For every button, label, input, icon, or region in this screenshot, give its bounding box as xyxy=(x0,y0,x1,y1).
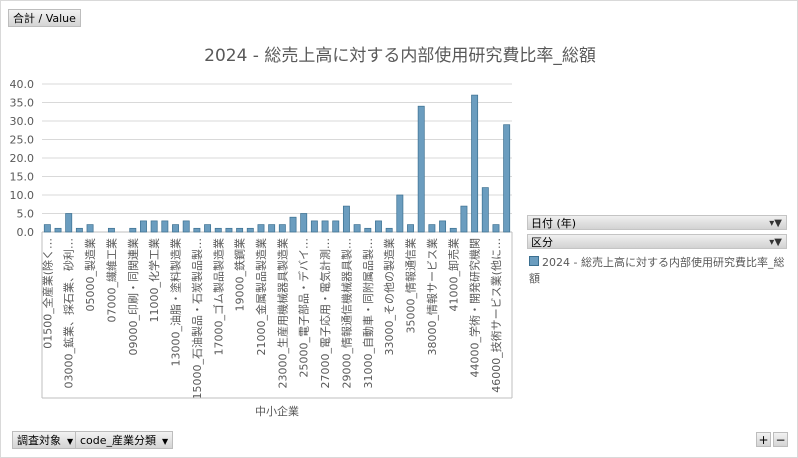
code-filter-label: code_産業分類 xyxy=(80,434,157,447)
bar xyxy=(86,224,94,233)
bar xyxy=(129,227,137,233)
bar xyxy=(460,205,468,233)
bar xyxy=(417,105,425,233)
bar xyxy=(161,220,169,233)
legend-swatch xyxy=(529,256,539,266)
bar xyxy=(310,220,318,233)
x-tick-label: 15000_石油製品・石炭製品製… xyxy=(190,238,204,400)
bar xyxy=(140,220,147,233)
bar xyxy=(428,224,436,233)
bar xyxy=(268,224,276,233)
y-tick-label: 10.0 xyxy=(10,189,35,202)
x-tick-label: 09000_印刷・同関連業 xyxy=(126,238,140,356)
y-tick-label: 35.0 xyxy=(10,97,35,110)
bar xyxy=(65,213,73,233)
legend-date-filter[interactable]: 日付 (年) ▾▼ xyxy=(527,215,787,230)
expand-button[interactable]: + xyxy=(756,432,771,447)
x-tick-label: 31000_自動車・同附属品製… xyxy=(361,238,375,389)
x-tick-label: 38000_情報サービス業 xyxy=(426,238,439,356)
bar xyxy=(375,220,382,233)
value-field-label: 合計 / Value xyxy=(13,12,76,25)
y-tick-label: 25.0 xyxy=(10,134,35,147)
x-tick-label: 46000_技術サービス業(他に… xyxy=(490,238,503,393)
x-tick-label: 21000_金属製品製造業 xyxy=(254,238,268,356)
bar xyxy=(278,224,286,233)
x-tick-label: 19000_鉄鋼業 xyxy=(233,238,247,311)
bar xyxy=(300,213,308,233)
bar xyxy=(353,224,361,233)
plus-icon: + xyxy=(758,433,769,447)
bar xyxy=(332,220,340,233)
x-tick-label: 33000_その他の製造業 xyxy=(382,238,396,356)
x-tick-label: 17000_ゴム製品製造業 xyxy=(211,238,225,356)
y-tick-label: 30.0 xyxy=(10,115,35,128)
bar xyxy=(246,227,254,233)
x-tick-label: 27000_電子応用・電気計測… xyxy=(318,238,332,389)
bar xyxy=(225,227,233,233)
bar xyxy=(54,227,62,233)
x-tick-label: 07000_繊維工業 xyxy=(105,238,118,323)
y-tick-label: 40.0 xyxy=(10,78,35,91)
dropdown-arrow-icon: ▼ xyxy=(67,437,74,446)
legend-category-filter[interactable]: 区分 ▾▼ xyxy=(527,234,787,249)
x-tick-label: 13000_油脂・塗料製造業 xyxy=(169,238,183,367)
bar xyxy=(193,227,201,233)
bar xyxy=(449,227,457,233)
bar xyxy=(342,205,350,233)
legend-category-label: 区分 xyxy=(531,236,553,249)
x-tick-label: 01500_全産業(除く… xyxy=(40,238,54,349)
dropdown-arrow-icon: ▼ xyxy=(162,437,169,446)
value-field-button[interactable]: 合計 / Value xyxy=(8,9,81,27)
bar xyxy=(407,224,414,233)
survey-filter-label: 調査対象 xyxy=(17,434,61,447)
bar xyxy=(385,227,393,233)
x-tick-label: 11000_化学工業 xyxy=(147,238,161,323)
code-filter-button[interactable]: code_産業分類 ▼ xyxy=(75,431,174,449)
x-tick-label: 23000_生産用機械器具製造業 xyxy=(275,238,289,389)
bar xyxy=(172,224,179,233)
y-tick-label: 15.0 xyxy=(10,171,35,184)
y-tick-label: 20.0 xyxy=(10,152,35,165)
bar xyxy=(150,220,158,233)
bar xyxy=(214,227,222,233)
bar xyxy=(492,224,500,233)
x-axis-label: 中小企業 xyxy=(255,404,299,418)
x-tick-label: 25000_電子部品・デバイ… xyxy=(297,238,311,378)
legend-series-item: 2024 - 総売上高に対する内部使用研究費比率_総額 xyxy=(529,255,791,287)
y-tick-label: 5.0 xyxy=(17,208,35,221)
filter-icon[interactable]: ▾▼ xyxy=(769,237,782,248)
bar xyxy=(257,224,265,233)
y-tick-label: 0.0 xyxy=(17,226,35,239)
bar xyxy=(396,194,404,233)
bar xyxy=(236,227,244,233)
legend-date-label: 日付 (年) xyxy=(531,217,577,230)
x-tick-label: 29000_情報通信機械器具製… xyxy=(339,238,353,389)
bar xyxy=(364,227,372,233)
x-tick-label: 05000_製造業 xyxy=(83,238,97,312)
minus-icon: − xyxy=(775,433,786,447)
x-tick-label: 35000_情報通信業 xyxy=(405,238,418,334)
legend-series-label: 2024 - 総売上高に対する内部使用研究費比率_総額 xyxy=(529,256,785,285)
bar xyxy=(481,187,489,233)
x-tick-label: 03000_鉱業、採石業、砂利… xyxy=(62,238,76,389)
x-tick-label: 44000_学術・開発研究機関 xyxy=(468,238,482,378)
bar xyxy=(439,220,447,233)
bar xyxy=(182,220,190,233)
bar xyxy=(43,224,51,233)
x-tick-label: 41000_卸売業 xyxy=(446,238,460,312)
filter-icon[interactable]: ▾▼ xyxy=(769,218,782,229)
bar xyxy=(289,216,297,233)
bar xyxy=(75,227,83,233)
bar xyxy=(107,227,115,233)
bar xyxy=(471,94,479,233)
chart-title: 2024 - 総売上高に対する内部使用研究費比率_総額 xyxy=(204,46,596,66)
collapse-button[interactable]: − xyxy=(773,432,788,447)
bar xyxy=(321,220,329,233)
bar xyxy=(204,224,212,233)
bar xyxy=(503,124,511,233)
survey-filter-button[interactable]: 調査対象 ▼ xyxy=(12,431,79,449)
